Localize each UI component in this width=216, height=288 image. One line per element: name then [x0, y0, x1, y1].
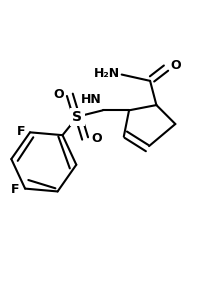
- Text: O: O: [170, 58, 181, 72]
- Text: S: S: [73, 110, 83, 124]
- Text: H₂N: H₂N: [94, 67, 120, 80]
- Text: F: F: [11, 183, 20, 196]
- Text: F: F: [17, 125, 26, 138]
- Text: O: O: [53, 88, 64, 101]
- Text: HN: HN: [81, 93, 102, 106]
- Text: O: O: [91, 132, 102, 145]
